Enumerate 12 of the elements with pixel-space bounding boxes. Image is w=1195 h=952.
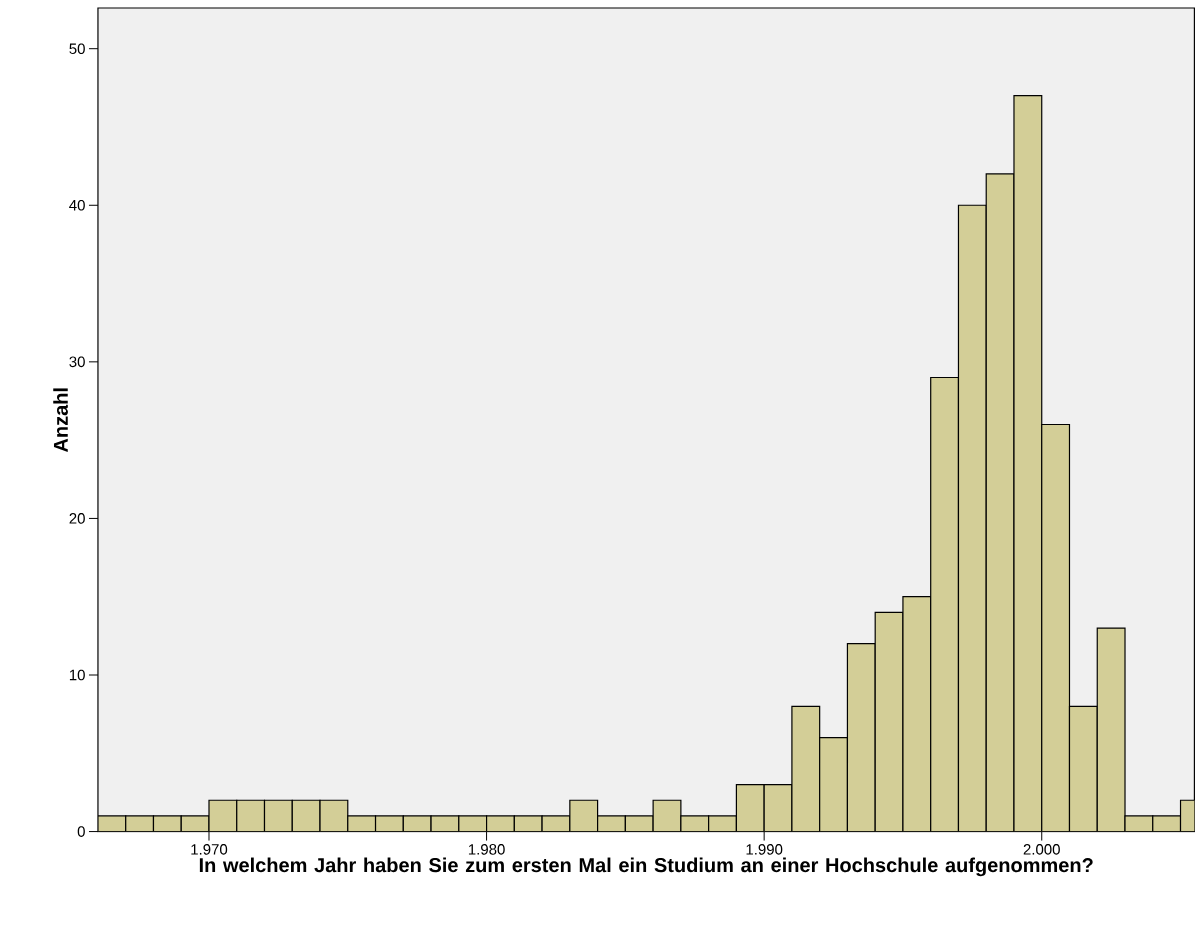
x-tick-label: 2.000 bbox=[1023, 844, 1060, 855]
x-tick-label: 1.990 bbox=[746, 844, 783, 855]
y-tick-label: 40 bbox=[69, 200, 85, 211]
x-tick-label: 1.970 bbox=[191, 844, 228, 855]
y-tick-label: 0 bbox=[77, 826, 85, 838]
x-tick-label: 1.980 bbox=[468, 844, 505, 855]
y-tick-label: 20 bbox=[69, 513, 85, 524]
x-axis-title: In welchem Jahr haben Sie zum ersten Mal ein Studium an einer Hochschule aufgenommen? bbox=[199, 857, 1093, 877]
y-axis-title: Anzahl bbox=[53, 388, 68, 453]
y-tick-label: 10 bbox=[69, 669, 85, 681]
y-tick-label: 30 bbox=[69, 356, 85, 368]
y-tick-label: 50 bbox=[69, 43, 85, 55]
